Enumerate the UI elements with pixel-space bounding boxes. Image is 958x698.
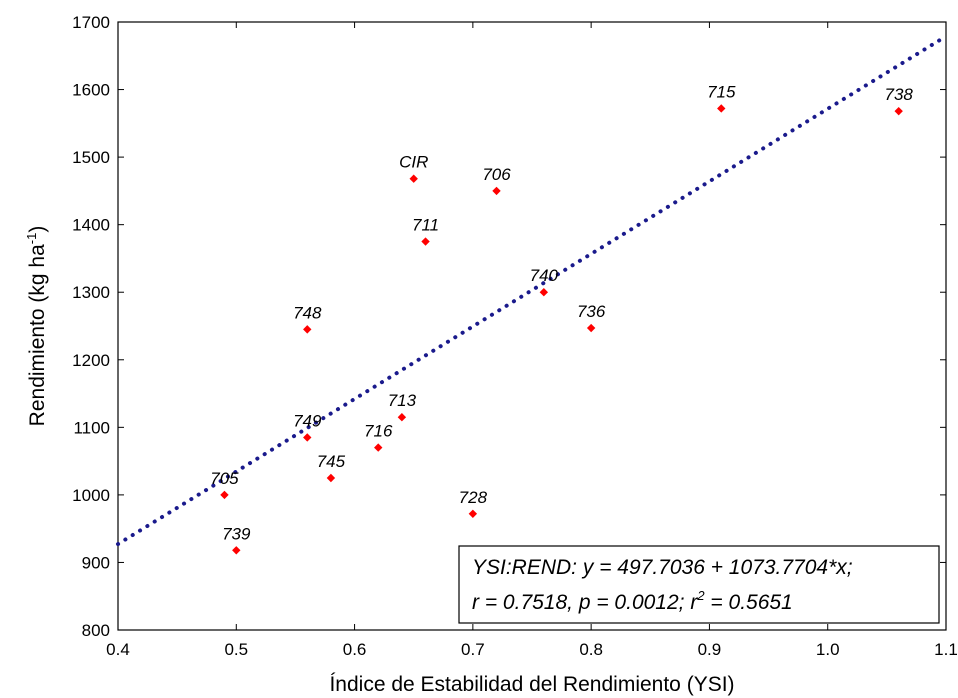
y-tick-label: 1600 [72, 81, 110, 100]
data-point [894, 106, 903, 116]
x-axis-label: Índice de Estabilidad del Rendimiento (Y… [329, 673, 734, 696]
point-label: 748 [293, 303, 322, 322]
regression-equation-line2-main: r = 0.7518, p = 0.0012; r [472, 591, 698, 614]
data-point [397, 413, 407, 422]
data-point [492, 186, 501, 196]
y-tick-label: 1400 [72, 216, 110, 235]
data-point [421, 237, 430, 246]
regression-equation-r2-sup: 2 [696, 588, 705, 603]
point-label: 736 [577, 302, 606, 321]
data-point [409, 174, 418, 183]
data-point [232, 546, 241, 555]
x-tick-label: 0.4 [106, 640, 130, 659]
x-tick-label: 0.6 [343, 640, 367, 659]
trend-line [116, 34, 948, 547]
point-label: 711 [412, 216, 439, 235]
point-label: 740 [530, 266, 559, 285]
y-tick-label: 1500 [72, 148, 110, 167]
axis-ticks: 0.4 0.5 0.6 0.7 0.8 0.9 1.0 1.1 800 900 1000 1100 12… [72, 13, 958, 659]
data-point [717, 104, 726, 113]
regression-equation-line1: YSI:REND: y = 497.7036 + 1073.7704*x; [472, 556, 853, 579]
data-point [220, 490, 229, 500]
data-point [374, 443, 383, 452]
y-axis-label: Rendimiento (kg ha-1) [24, 226, 49, 427]
point-label: 738 [884, 85, 913, 104]
x-tick-label: 0.8 [579, 640, 603, 659]
y-tick-label: 1700 [72, 13, 110, 32]
data-point [303, 433, 312, 442]
point-label: 739 [222, 524, 251, 543]
y-tick-label: 900 [82, 553, 110, 572]
data-point [326, 473, 336, 483]
point-label: 749 [293, 411, 322, 430]
point-label: 728 [459, 488, 488, 507]
y-tick-label: 1200 [72, 351, 110, 370]
data-point [303, 325, 312, 334]
point-label: 745 [317, 452, 346, 471]
y-axis-label-close: ) [26, 226, 49, 233]
x-tick-label: 1.0 [816, 640, 840, 659]
y-tick-label: 800 [82, 621, 110, 640]
regression-equation-line2: r = 0.7518, p = 0.0012; r2 = 0.5651 [472, 588, 793, 614]
x-tick-label: 0.5 [224, 640, 248, 659]
data-points: 705 739 748 749 745 716 713 CIR 711 728 706 740 736 7… [210, 82, 913, 555]
y-tick-label: 1000 [72, 486, 110, 505]
point-label: 713 [388, 391, 417, 410]
x-tick-label: 0.7 [461, 640, 485, 659]
y-axis-label-sup: -1 [24, 233, 39, 245]
data-point [539, 288, 549, 297]
y-tick-label: 1300 [72, 283, 110, 302]
y-tick-label: 1100 [73, 418, 110, 437]
regression-equation-box [458, 545, 940, 624]
x-tick-label: 1.1 [934, 640, 958, 659]
point-label: 715 [707, 82, 736, 101]
point-label: CIR [399, 153, 428, 172]
point-label: 716 [364, 422, 393, 441]
data-point [468, 509, 478, 519]
y-axis-label-main: Rendimiento (kg ha [26, 244, 49, 426]
point-label: 706 [482, 165, 511, 184]
point-label: 705 [210, 469, 239, 488]
data-point [586, 323, 596, 333]
x-tick-label: 0.9 [698, 640, 722, 659]
regression-line [116, 34, 948, 547]
plot-frame [117, 21, 947, 631]
regression-equation-line2-end: = 0.5651 [705, 591, 793, 614]
